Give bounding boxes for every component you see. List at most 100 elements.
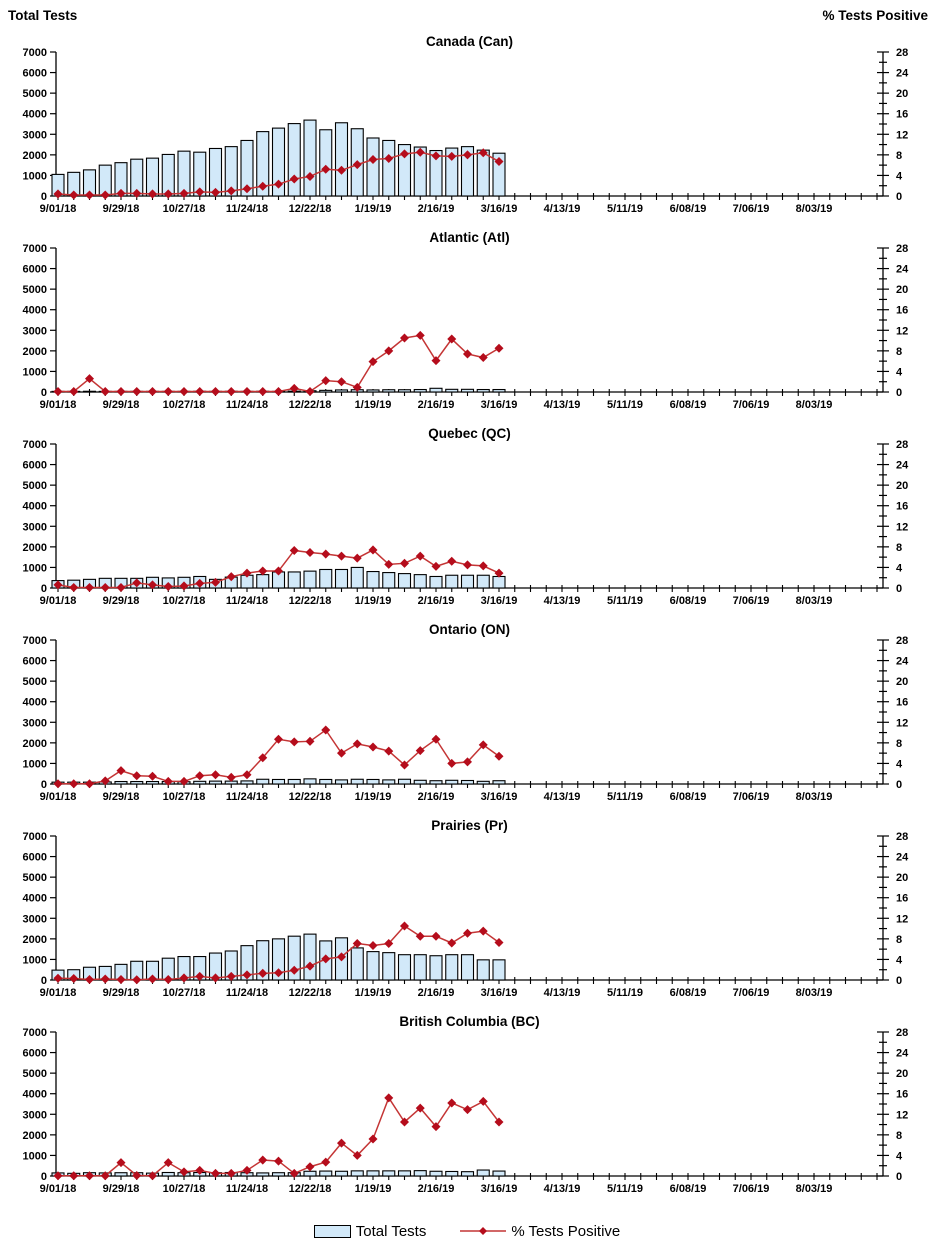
pct-positive-point — [195, 386, 205, 396]
pct-positive-line — [53, 147, 504, 200]
svg-text:1/19/19: 1/19/19 — [355, 399, 392, 411]
x-axis: 9/01/18 9/29/18 10/27/18 11/24/18 12/22/18 1/… — [40, 193, 883, 215]
pct-positive-point — [384, 346, 394, 356]
chart-title: Atlantic (Atl) — [429, 230, 509, 245]
pct-positive-point — [384, 153, 394, 163]
pct-positive-point — [494, 568, 504, 578]
pct-positive-point — [289, 965, 299, 975]
svg-text:1000: 1000 — [23, 366, 47, 378]
pct-positive-point — [116, 386, 126, 396]
svg-text:8/03/19: 8/03/19 — [796, 399, 833, 411]
svg-text:8/03/19: 8/03/19 — [796, 595, 833, 607]
svg-text:6/08/19: 6/08/19 — [670, 1183, 707, 1195]
svg-text:9/29/18: 9/29/18 — [103, 791, 140, 803]
svg-text:1000: 1000 — [23, 758, 47, 770]
pct-positive-point — [226, 1168, 236, 1178]
svg-text:4000: 4000 — [23, 1089, 47, 1101]
svg-text:6000: 6000 — [23, 852, 47, 864]
pct-positive-point — [258, 753, 268, 763]
pct-positive-point — [100, 386, 110, 396]
pct-positive-point — [258, 181, 268, 191]
svg-text:4: 4 — [896, 562, 903, 574]
svg-text:0: 0 — [896, 779, 902, 791]
chart-title: Quebec (QC) — [428, 426, 511, 441]
pct-positive-point — [100, 776, 110, 786]
svg-text:9/01/18: 9/01/18 — [40, 595, 77, 607]
svg-text:28: 28 — [896, 635, 908, 647]
pct-positive-point — [431, 356, 441, 366]
svg-text:24: 24 — [896, 1048, 909, 1060]
svg-text:9/01/18: 9/01/18 — [40, 203, 77, 215]
svg-text:1000: 1000 — [23, 954, 47, 966]
svg-text:9/01/18: 9/01/18 — [40, 791, 77, 803]
svg-text:0: 0 — [41, 779, 47, 791]
pct-positive-point — [53, 386, 63, 396]
svg-text:6000: 6000 — [23, 264, 47, 276]
svg-text:2/16/19: 2/16/19 — [418, 791, 455, 803]
y-left-axis: 0 1000 2000 3000 4000 5000 6000 7000 — [23, 243, 57, 399]
pct-positive-point — [415, 551, 425, 561]
svg-text:8/03/19: 8/03/19 — [796, 1183, 833, 1195]
pct-positive-point — [384, 559, 394, 569]
pct-positive-point — [352, 160, 362, 170]
svg-text:12: 12 — [896, 717, 908, 729]
pct-positive-point — [447, 334, 457, 344]
svg-text:2000: 2000 — [23, 150, 47, 162]
right-axis-title: % Tests Positive — [822, 8, 928, 23]
svg-text:0: 0 — [896, 975, 902, 987]
svg-text:7000: 7000 — [23, 831, 47, 843]
svg-text:4/13/19: 4/13/19 — [544, 595, 581, 607]
svg-text:8: 8 — [896, 1130, 902, 1142]
svg-text:British Columbia (BC): British Columbia (BC) — [399, 1014, 539, 1029]
svg-text:11/24/18: 11/24/18 — [226, 791, 268, 803]
svg-text:9/01/18: 9/01/18 — [40, 399, 77, 411]
svg-text:12/22/18: 12/22/18 — [289, 791, 332, 803]
pct-positive-point — [352, 739, 362, 749]
svg-text:8/03/19: 8/03/19 — [796, 203, 833, 215]
pct-positive-point — [163, 386, 173, 396]
pct-positive-point — [384, 746, 394, 756]
svg-text:6000: 6000 — [23, 656, 47, 668]
svg-text:9/29/18: 9/29/18 — [103, 987, 140, 999]
svg-text:2/16/19: 2/16/19 — [418, 987, 455, 999]
pct-positive-point — [431, 1122, 441, 1132]
svg-text:4: 4 — [896, 1150, 903, 1162]
chart-panel-canada: Canada (Can) 0 1000 2000 3000 4000 5000 6000 700… — [23, 34, 910, 215]
svg-text:11/24/18: 11/24/18 — [226, 203, 268, 215]
pct-positive-point — [478, 561, 488, 571]
pct-positive-point — [462, 150, 473, 160]
svg-text:0: 0 — [896, 583, 902, 595]
svg-text:5000: 5000 — [23, 284, 47, 296]
pct-positive-point — [368, 742, 378, 752]
pct-positive-point — [305, 736, 315, 746]
svg-text:4/13/19: 4/13/19 — [544, 791, 581, 803]
svg-text:1/19/19: 1/19/19 — [355, 791, 392, 803]
svg-text:28: 28 — [896, 243, 908, 255]
pct-positive-point — [494, 157, 504, 167]
svg-text:28: 28 — [896, 831, 908, 843]
svg-text:20: 20 — [896, 480, 908, 492]
svg-text:2000: 2000 — [23, 346, 47, 358]
svg-text:10/27/18: 10/27/18 — [163, 791, 206, 803]
pct-positive-point — [336, 1138, 347, 1148]
svg-text:7/06/19: 7/06/19 — [733, 399, 770, 411]
pct-positive-line — [53, 725, 504, 789]
pct-positive-point — [226, 971, 236, 981]
pct-positive-point — [226, 186, 236, 196]
svg-text:5000: 5000 — [23, 872, 47, 884]
pct-positive-point — [321, 1157, 331, 1167]
pct-positive-point — [210, 1168, 221, 1178]
pct-positive-point — [447, 938, 457, 948]
svg-text:8: 8 — [896, 934, 902, 946]
svg-text:28: 28 — [896, 1027, 908, 1039]
chart-title: Prairies (Pr) — [431, 818, 508, 833]
pct-positive-point — [399, 558, 410, 568]
svg-text:5/11/19: 5/11/19 — [607, 791, 643, 803]
svg-text:1000: 1000 — [23, 170, 47, 182]
pct-positive-point — [399, 1117, 410, 1127]
pct-positive-point — [368, 1134, 378, 1144]
pct-positive-line — [53, 921, 504, 985]
pct-positive-point — [289, 383, 299, 393]
svg-text:7/06/19: 7/06/19 — [733, 987, 770, 999]
